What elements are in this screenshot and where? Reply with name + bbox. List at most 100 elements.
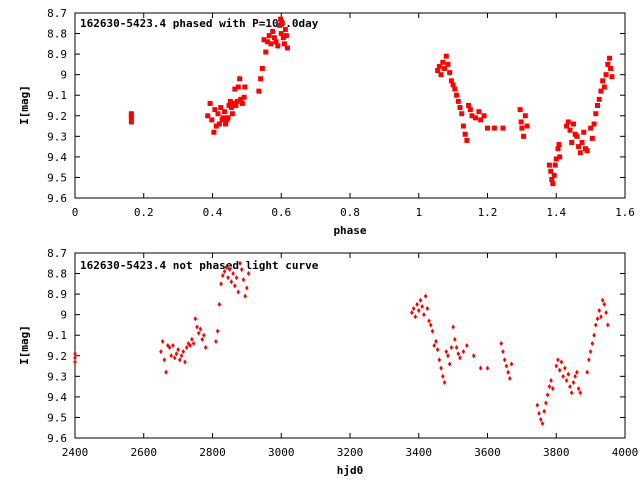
- data-point: [466, 103, 472, 108]
- data-point: [537, 410, 541, 416]
- data-point: [191, 340, 196, 346]
- data-point: [455, 98, 461, 104]
- data-point: [457, 105, 463, 111]
- data-point: [476, 109, 482, 115]
- data-point: [259, 66, 265, 71]
- data-point: [430, 328, 435, 334]
- data-point: [444, 349, 449, 355]
- data-point: [416, 308, 421, 314]
- data-point: [574, 133, 580, 139]
- data-point: [585, 369, 589, 375]
- data-point: [606, 322, 610, 328]
- data-point: [420, 303, 424, 309]
- data-point: [447, 361, 452, 367]
- data-point: [261, 37, 267, 43]
- data-point: [184, 345, 189, 351]
- y-tick-label: 9: [60, 69, 67, 82]
- data-point: [448, 78, 454, 84]
- data-point: [222, 109, 228, 115]
- data-point: [605, 61, 611, 67]
- data-point: [280, 35, 286, 41]
- data-point: [202, 332, 206, 338]
- data-point: [547, 384, 552, 390]
- data-point: [600, 78, 606, 84]
- data-point: [588, 125, 594, 131]
- data-point: [243, 293, 247, 299]
- x-tick-label: 2400: [62, 446, 89, 459]
- data-point: [461, 349, 466, 355]
- data-point: [238, 260, 242, 266]
- data-point: [176, 347, 180, 353]
- y-tick-label: 8.7: [47, 7, 67, 20]
- data-point: [567, 127, 573, 133]
- data-point: [478, 365, 483, 371]
- data-point: [283, 33, 289, 39]
- data-point: [588, 349, 593, 355]
- x-axis-label: hjd0: [337, 464, 364, 477]
- data-point: [213, 123, 219, 129]
- data-point: [569, 390, 574, 396]
- data-point: [603, 72, 609, 78]
- data-point: [446, 353, 450, 359]
- data-point: [128, 113, 134, 119]
- data-point: [233, 103, 239, 108]
- data-point: [501, 349, 505, 355]
- data-point: [181, 349, 186, 355]
- data-point: [499, 340, 504, 346]
- data-point: [282, 26, 288, 32]
- data-point: [410, 310, 414, 316]
- data-point: [279, 20, 285, 26]
- data-point: [218, 105, 224, 111]
- data-point: [517, 107, 523, 113]
- data-point: [552, 162, 558, 168]
- data-point: [196, 330, 201, 336]
- data-point: [478, 117, 484, 123]
- data-point: [245, 285, 249, 291]
- data-point: [434, 338, 438, 344]
- y-tick-label: 9.1: [47, 89, 67, 102]
- data-point: [442, 380, 447, 385]
- data-point: [439, 365, 443, 371]
- data-point: [273, 39, 279, 45]
- data-point: [256, 88, 262, 94]
- x-axis-label: phase: [333, 224, 366, 237]
- data-point: [413, 314, 418, 320]
- x-tick-label: 3400: [406, 446, 433, 459]
- y-tick-label: 8.9: [47, 288, 67, 301]
- data-point: [506, 369, 510, 375]
- y-axis-label: I[mag]: [18, 85, 31, 125]
- data-point: [609, 74, 615, 80]
- y-tick-label: 9.5: [47, 411, 67, 424]
- x-tick-label: 0.6: [271, 206, 291, 219]
- data-point: [211, 129, 217, 135]
- data-point: [418, 297, 423, 303]
- data-point: [174, 351, 179, 357]
- x-tick-label: 4000: [612, 446, 639, 459]
- data-point: [437, 357, 442, 363]
- data-point: [458, 355, 462, 361]
- data-point: [423, 293, 428, 299]
- data-point: [425, 306, 430, 311]
- data-point: [452, 86, 458, 92]
- data-point: [281, 41, 287, 47]
- data-point: [271, 35, 277, 41]
- data-point: [220, 115, 226, 121]
- data-point: [440, 59, 446, 65]
- x-tick-label: 3000: [268, 446, 295, 459]
- data-point: [239, 266, 244, 272]
- data-point: [415, 301, 419, 307]
- y-tick-label: 8.7: [47, 247, 67, 260]
- data-point: [266, 33, 272, 39]
- data-point: [215, 111, 221, 117]
- data-point: [546, 162, 552, 168]
- y-tick-label: 8.9: [47, 48, 67, 61]
- x-tick-label: 3600: [474, 446, 501, 459]
- plot-frame: [74, 12, 626, 199]
- data-point: [242, 84, 248, 90]
- y-tick-label: 8.8: [47, 28, 67, 41]
- data-point: [214, 338, 218, 344]
- data-point: [246, 271, 251, 277]
- data-point: [602, 301, 607, 307]
- data-point: [73, 355, 77, 361]
- data-point: [234, 98, 240, 104]
